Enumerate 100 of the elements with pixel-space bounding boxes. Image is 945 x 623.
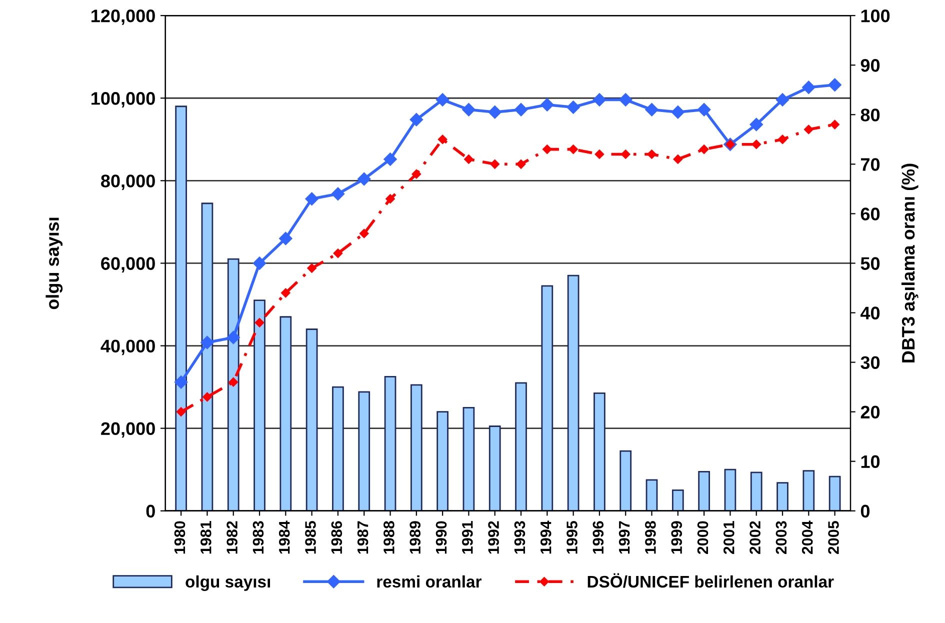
y2-tick-label: 80: [860, 108, 880, 122]
point: [699, 144, 709, 154]
y2-tick-label: 90: [860, 59, 880, 72]
bar: [802, 470, 815, 511]
point: [776, 93, 790, 106]
bar: [672, 490, 684, 511]
y-tick-label: 120,000: [92, 10, 155, 25]
y-axis-title: olgu sayısı: [46, 218, 63, 310]
bar: [515, 382, 527, 511]
point: [386, 194, 395, 204]
x-tick-label: 1998: [645, 521, 656, 554]
point: [647, 150, 656, 159]
point: [804, 124, 814, 134]
point: [176, 407, 186, 416]
point: [333, 248, 343, 258]
y-tick-label: 100,000: [92, 92, 155, 108]
x-tick-label: 2005: [828, 521, 839, 554]
legend-label: resmi oranlar: [377, 575, 482, 588]
y2-tick-label: 60: [860, 208, 880, 220]
bar: [724, 468, 736, 511]
x-tick-label: 2000: [697, 521, 708, 554]
bar: [175, 106, 187, 511]
point: [645, 103, 658, 116]
bar: [227, 258, 240, 511]
y2-tick-label: 0: [860, 504, 870, 518]
point: [540, 98, 554, 112]
bar: [646, 479, 658, 511]
x-tick-label: 1985: [305, 521, 316, 554]
point: [594, 150, 604, 159]
point: [828, 78, 842, 92]
x-tick-label: 1989: [410, 521, 421, 554]
point: [464, 154, 474, 164]
bar: [436, 411, 448, 511]
x-tick-label: 1987: [357, 521, 368, 554]
y2-tick-label: 10: [861, 455, 880, 468]
bar: [306, 328, 318, 511]
point: [410, 112, 423, 126]
point: [752, 140, 761, 149]
legend-label: olgu sayısı: [186, 575, 270, 591]
y2-tick-label: 30: [860, 356, 880, 370]
bar: [384, 376, 396, 511]
x-tick-label: 1990: [436, 521, 447, 554]
bar: [462, 406, 475, 511]
point: [619, 93, 632, 106]
bar: [541, 285, 554, 511]
y-tick-label: 0: [146, 504, 155, 518]
x-tick-label: 1981: [200, 521, 212, 554]
y-tick-label: 40,000: [100, 340, 155, 356]
point: [566, 100, 580, 114]
y2-tick-label: 70: [861, 158, 880, 171]
point: [174, 376, 188, 389]
point: [592, 93, 606, 106]
point: [516, 160, 526, 169]
point: [331, 187, 345, 200]
point: [671, 106, 684, 119]
x-tick-label: 1986: [331, 521, 342, 554]
x-tick-label: 1983: [252, 521, 264, 554]
y-tick-label: 80,000: [101, 174, 155, 190]
x-tick-label: 1993: [514, 521, 526, 554]
y2-axis-title: DBT3 aşılama oranı (%): [901, 164, 918, 362]
point: [200, 336, 214, 350]
point: [490, 160, 500, 169]
point: [202, 392, 212, 402]
bar: [776, 482, 788, 511]
x-tick-label: 1996: [592, 521, 604, 554]
point: [462, 103, 476, 116]
y-tick-label: 60,000: [101, 257, 155, 273]
x-tick-label: 1982: [226, 521, 238, 554]
point: [568, 144, 578, 154]
point: [412, 169, 422, 179]
x-tick-label: 1997: [618, 521, 630, 554]
point: [281, 288, 290, 298]
point: [359, 228, 369, 238]
x-tick-label: 2004: [802, 520, 813, 554]
point: [750, 118, 763, 132]
bar: [828, 476, 841, 511]
x-tick-label: 1995: [566, 521, 578, 554]
y2-tick-label: 50: [860, 257, 880, 270]
x-tick-label: 1988: [384, 521, 394, 554]
bar: [594, 392, 606, 511]
point: [307, 264, 316, 273]
point: [305, 192, 318, 206]
bar: [567, 274, 580, 511]
point: [830, 120, 840, 130]
bar: [488, 426, 501, 511]
bar: [254, 300, 266, 511]
bar: [750, 472, 762, 511]
y2-tick-label: 20: [860, 406, 880, 419]
point: [802, 80, 816, 94]
point: [542, 144, 552, 154]
bar: [332, 386, 344, 511]
x-tick-label: 1999: [671, 521, 682, 554]
point: [384, 152, 397, 166]
bar: [620, 450, 632, 511]
bar: [280, 316, 292, 511]
point: [252, 256, 266, 270]
legend-label: DSÖ/UNICEF belirlenen oranlar: [588, 573, 834, 588]
bar: [201, 202, 214, 511]
point: [673, 154, 683, 164]
x-tick-label: 2002: [750, 521, 760, 554]
